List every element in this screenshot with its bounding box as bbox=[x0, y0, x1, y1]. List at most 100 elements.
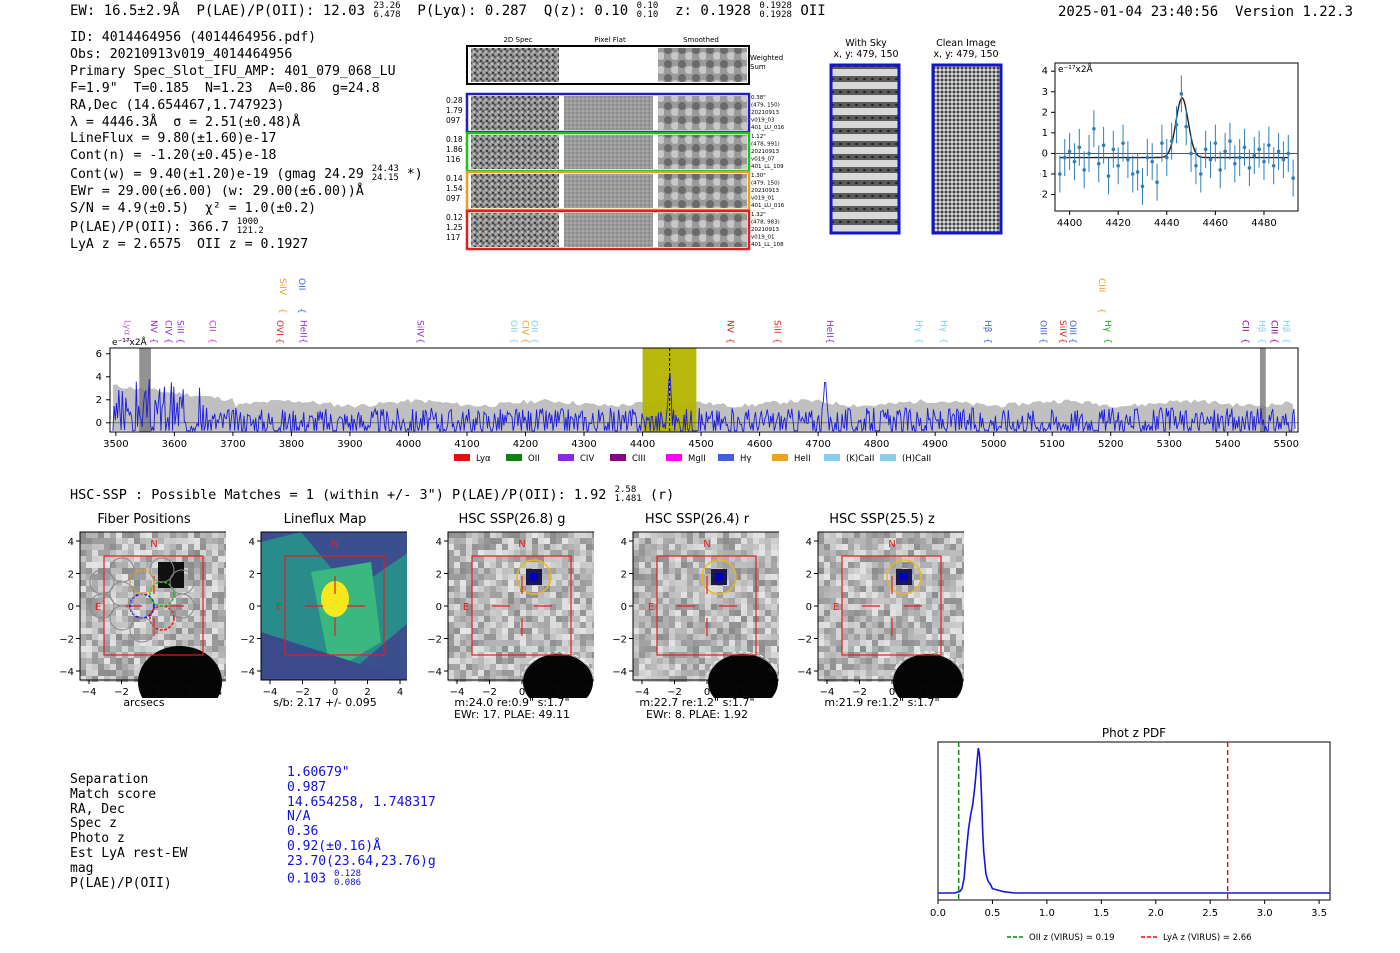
cutout-xtick-label: −4 bbox=[450, 687, 465, 698]
full-ytick-label: 6 bbox=[96, 349, 102, 360]
cutout-xtick-label: 4 bbox=[397, 687, 403, 698]
full-line-label-brace: { bbox=[824, 338, 834, 344]
match-label-5: Est LyA rest-EW bbox=[70, 845, 188, 861]
full-line-label: Hγ bbox=[938, 320, 948, 333]
full-line-label-brace: { bbox=[1096, 308, 1106, 314]
spec-row-left-0: 0.28 bbox=[446, 96, 463, 105]
full-line-label: OIII bbox=[1067, 320, 1077, 335]
cutout-ytick-label: 0 bbox=[68, 602, 74, 613]
zoom-point bbox=[1174, 122, 1179, 127]
cutout-aperture bbox=[701, 559, 737, 595]
full-legend-label: CIV bbox=[580, 454, 594, 464]
full-xtick-label: 3900 bbox=[337, 439, 362, 450]
lineflux-low bbox=[261, 632, 407, 680]
full-legend-label: OII bbox=[528, 454, 540, 464]
cutout-ytick-label: −4 bbox=[797, 667, 812, 678]
contw-end: *) bbox=[406, 167, 423, 183]
zoom-point bbox=[1267, 143, 1271, 148]
zoom-point bbox=[1203, 147, 1208, 152]
cutout-ytick-label: −2 bbox=[612, 635, 627, 646]
pdf-xtick-label: 1.5 bbox=[1093, 908, 1109, 919]
zoom-point bbox=[1092, 126, 1096, 131]
full-line-label-brace: { bbox=[1067, 338, 1077, 344]
full-line-label-brace: { bbox=[938, 338, 948, 344]
match-value-3: N/A bbox=[287, 809, 311, 825]
cutout-box bbox=[656, 555, 757, 656]
zoom-point bbox=[1257, 147, 1261, 152]
spectra-2d-panel: 2D Spec Pixel Flat Smoothed Weighted Sum… bbox=[446, 36, 785, 251]
cutout-ytick-label: 4 bbox=[68, 537, 74, 548]
hsc-header: HSC-SSP : Possible Matches = 1 (within +… bbox=[70, 486, 674, 504]
zoom-point bbox=[1111, 147, 1116, 152]
plae-bounds: 23.26 6.478 bbox=[373, 2, 400, 20]
full-line-label-brace: { bbox=[771, 338, 781, 344]
full-xtick-label: 3700 bbox=[220, 439, 245, 450]
full-line-label-brace: { bbox=[207, 338, 217, 344]
cutout-xtick-label: −4 bbox=[263, 687, 278, 698]
zoom-point bbox=[1208, 157, 1213, 162]
full-line-label: SiIV bbox=[1057, 320, 1067, 338]
cutout-galaxy-ellipse bbox=[520, 651, 594, 698]
full-line-label-brace: { bbox=[724, 338, 734, 344]
spec-row-left-1: 1.79 bbox=[446, 106, 463, 115]
north-label: N bbox=[703, 539, 710, 550]
zoom-xtick-label: 4460 bbox=[1203, 218, 1228, 229]
pdf-xtick-label: 3.5 bbox=[1311, 908, 1327, 919]
match-label-0: Separation bbox=[70, 772, 149, 787]
full-line-label: CII bbox=[207, 320, 217, 332]
full-xtick-label: 4600 bbox=[747, 439, 772, 450]
full-xtick-label: 5300 bbox=[1157, 439, 1182, 450]
cutout-image-1: N E 4 2 0 −2 −4 −4 −2 0 2 4 bbox=[240, 531, 407, 698]
cutout-xtick-label: −2 bbox=[114, 687, 129, 698]
spec-row-left-1: 1.25 bbox=[446, 223, 463, 232]
east-label: E bbox=[648, 602, 654, 613]
full-legend-swatch bbox=[506, 454, 522, 461]
spec-row-right-1: (478, 991) bbox=[751, 142, 780, 148]
cutout-title-3: HSC SSP(26.4) r bbox=[644, 512, 750, 527]
fiber-circle bbox=[109, 605, 135, 631]
match-label-6: mag bbox=[70, 860, 94, 876]
spec-row-right-2: 20210913 bbox=[751, 149, 779, 155]
full-line-label: SiII bbox=[771, 320, 781, 334]
zoom-point bbox=[1218, 168, 1223, 172]
full-line-label-brace: { bbox=[122, 338, 132, 344]
info-ewr: EWr = 29.00(±6.00) (w: 29.00(±6.00))Å bbox=[70, 184, 364, 200]
z-bounds: 0.1928 0.1928 bbox=[759, 2, 792, 20]
with-sky-title: With Sky bbox=[845, 38, 887, 49]
full-ytick-label: 0 bbox=[96, 418, 102, 429]
full-line-label-brace: { bbox=[982, 338, 992, 344]
full-xtick-label: 4900 bbox=[922, 439, 947, 450]
match-value-5: 0.92(±0.16)Å bbox=[287, 838, 381, 854]
full-line-label-brace: { bbox=[1269, 338, 1279, 344]
spec-row-right-2: 20210913 bbox=[751, 227, 779, 233]
zoom-point bbox=[1082, 168, 1086, 172]
full-xtick-label: 5200 bbox=[1098, 439, 1123, 450]
match-value-1: 0.987 bbox=[287, 779, 327, 795]
cutout-ytick-label: 2 bbox=[436, 570, 442, 581]
spec-row-right-4: 401_LU_016 bbox=[751, 125, 785, 131]
timestamp: 2025-01-04 23:40:56 bbox=[1058, 4, 1219, 20]
cutout-caption-3-0: m:22.7 re:1.2" s:1.7" bbox=[639, 696, 755, 709]
full-line-label-brace: { bbox=[1280, 338, 1290, 344]
info-id: ID: 4014464956 (4014464956.pdf) bbox=[70, 30, 317, 45]
cutout-ytick-label: 0 bbox=[436, 602, 442, 613]
full-legend-swatch bbox=[666, 454, 682, 461]
col-title-flat: Pixel Flat bbox=[594, 36, 626, 44]
weighted-label-1: Weighted bbox=[750, 54, 783, 62]
plya-text: P(Lyα): 0.287 bbox=[417, 3, 527, 19]
full-xtick-label: 4800 bbox=[864, 439, 889, 450]
full-line-label: Hβ bbox=[1280, 320, 1290, 333]
ew-text: EW: 16.5±2.9Å bbox=[70, 3, 180, 19]
spec-row-left-0: 0.14 bbox=[446, 174, 463, 183]
zoom-point bbox=[1135, 170, 1140, 174]
cutout-ytick-label: −4 bbox=[612, 667, 627, 678]
cutout-xtick-label: −2 bbox=[667, 687, 682, 698]
clean-coord: x, y: 479, 150 bbox=[933, 49, 999, 60]
spec-row-left-2: 117 bbox=[446, 233, 461, 242]
full-line-label: NV bbox=[724, 320, 734, 334]
cutout-caption-2-0: m:24.0 re:0.9" s:1.7" bbox=[454, 696, 570, 709]
match-value-plae: 0.103 0.128 0.086 bbox=[287, 869, 436, 888]
zoom-point bbox=[1145, 155, 1150, 160]
